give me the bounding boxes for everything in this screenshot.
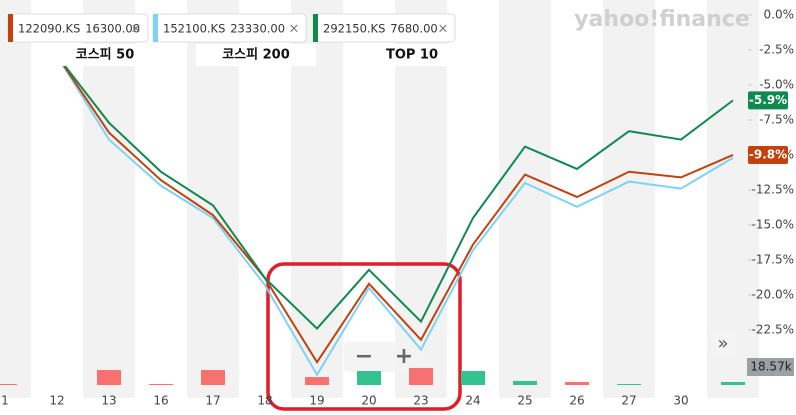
caption-bg xyxy=(352,44,472,66)
legend-swatch xyxy=(313,14,318,42)
x-tick-label: 19 xyxy=(309,394,324,408)
volume-bar xyxy=(149,383,173,385)
x-tick-label: 24 xyxy=(465,394,480,408)
scroll-right[interactable]: » xyxy=(717,333,728,354)
zoom-out[interactable]: − xyxy=(355,344,373,369)
series-caption: 코스피 200 xyxy=(222,48,290,63)
x-tick-label: 27 xyxy=(621,394,636,408)
y-tick-label: -12.5% xyxy=(752,182,794,196)
band xyxy=(603,0,655,398)
band xyxy=(291,0,343,398)
volume-bar xyxy=(409,367,433,385)
volume-bar xyxy=(461,370,485,385)
y-tick-label: -5.0% xyxy=(759,77,794,91)
x-tick-label: 23 xyxy=(413,394,428,408)
volume-bar xyxy=(721,381,745,385)
highlight-box xyxy=(266,262,462,411)
legend-name: 292150.KS xyxy=(323,22,385,36)
last-value-label: -5.9% xyxy=(749,93,787,107)
volume-bar xyxy=(617,383,641,385)
volume-bar xyxy=(305,377,329,385)
y-tick-label: -15.0% xyxy=(752,217,794,231)
band xyxy=(187,0,239,398)
x-tick-label: 18 xyxy=(257,394,272,408)
volume-bar xyxy=(565,381,589,385)
series-line xyxy=(56,55,734,377)
last-value-badge xyxy=(748,145,788,164)
last-value-label: -9.8% xyxy=(749,147,787,161)
volume-bar xyxy=(97,369,121,385)
y-tick-label: -22.5% xyxy=(752,322,794,336)
zoom-panel xyxy=(344,342,424,372)
scroll-bg xyxy=(708,331,738,357)
legend-name: 152100.KS xyxy=(163,22,225,36)
x-tick-label: 17 xyxy=(205,394,220,408)
legend-price: 16300.00 xyxy=(85,22,140,36)
legend-close: × xyxy=(438,22,449,37)
legend-close: × xyxy=(289,22,300,37)
x-tick-label: 26 xyxy=(569,394,584,408)
x-tick-label: 12 xyxy=(49,394,64,408)
legend-swatch xyxy=(8,14,13,42)
last-value-badge xyxy=(748,91,788,110)
volume-bar xyxy=(201,369,225,385)
y-tick-label: 0.0% xyxy=(764,7,795,21)
y-tick-label: -20.0% xyxy=(752,287,794,301)
x-tick-label: 20 xyxy=(361,394,376,408)
y-tick-label: -7.5% xyxy=(759,112,794,126)
legend-close: × xyxy=(131,22,142,37)
volume-bar xyxy=(0,383,17,385)
volume-bar xyxy=(357,370,381,385)
series-caption: TOP 10 xyxy=(386,48,438,63)
band xyxy=(83,0,135,398)
legend-swatch xyxy=(153,14,158,42)
x-tick-label: 30 xyxy=(673,394,688,408)
series-line xyxy=(56,55,734,365)
legend-name: 122090.KS xyxy=(18,22,80,36)
zoom-controls[interactable]: − + xyxy=(344,342,424,372)
x-tick-label: 1 xyxy=(1,394,9,408)
y-tick-label: -17.5% xyxy=(752,252,794,266)
x-tick-label: 25 xyxy=(517,394,532,408)
brand-logo: yahoo!finance xyxy=(574,7,750,32)
legend-price: 7680.00 xyxy=(390,22,438,36)
x-tick-label: 13 xyxy=(101,394,116,408)
scroll-button[interactable]: » xyxy=(708,331,738,357)
volume-bar xyxy=(513,380,537,385)
zoom-in[interactable]: + xyxy=(395,344,413,369)
y-tick-label: -2.5% xyxy=(759,42,794,56)
legend-price: 23330.00 xyxy=(230,22,285,36)
series-caption: 코스피 50 xyxy=(76,48,135,63)
volume-marker: 18.57k xyxy=(750,360,791,374)
caption-bg xyxy=(45,44,165,66)
x-tick-label: 16 xyxy=(153,394,168,408)
series-line xyxy=(56,54,734,331)
caption-bg xyxy=(196,44,316,66)
volume-marker-bg xyxy=(747,358,794,376)
band xyxy=(395,0,447,398)
band xyxy=(0,0,31,398)
